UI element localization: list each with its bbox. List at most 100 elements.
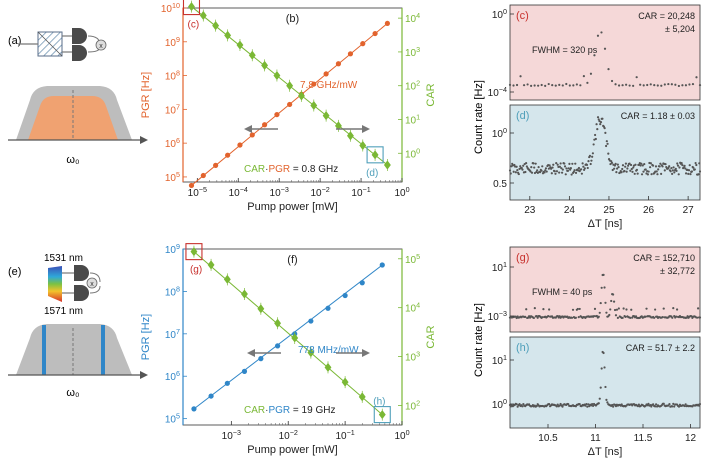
histogram-point — [630, 308, 633, 311]
histogram-point — [660, 84, 663, 87]
histogram-point — [610, 79, 614, 83]
histogram-point — [693, 168, 696, 171]
histogram-point — [601, 117, 604, 120]
histogram-point — [605, 311, 608, 314]
histogram-point — [663, 83, 666, 86]
histogram-point — [518, 403, 521, 406]
histogram-point — [582, 165, 585, 168]
box-label: (c) — [187, 20, 199, 31]
histogram-point — [692, 166, 695, 169]
histogram-point — [604, 385, 607, 389]
data-point-pgr — [258, 356, 264, 362]
histogram-point — [644, 315, 647, 318]
histogram-point — [614, 83, 617, 86]
data-point-pgr — [335, 61, 342, 67]
histogram-point — [695, 76, 698, 79]
histogram-point — [617, 307, 620, 310]
histogram-point — [570, 316, 574, 319]
histogram-point — [547, 167, 550, 170]
histogram-point — [551, 166, 554, 169]
histogram-point — [698, 84, 702, 87]
data-point-car — [324, 361, 332, 374]
histogram-point — [586, 405, 589, 408]
histogram-point — [524, 170, 527, 174]
histogram-point — [544, 84, 547, 87]
histogram-point — [525, 308, 528, 311]
y-right-tick-label: 103 — [405, 350, 420, 364]
histogram-point — [558, 165, 561, 168]
histogram-point — [567, 403, 570, 406]
car-label: CAR = 51.7 ± 2.2 — [626, 343, 695, 353]
histogram-point — [611, 403, 614, 407]
histogram-point — [683, 164, 686, 167]
histogram-point — [512, 84, 515, 87]
data-point-pgr — [360, 41, 366, 47]
histogram-point — [588, 154, 592, 158]
histogram-point — [558, 83, 561, 86]
y-left-tick-label: 108 — [165, 69, 180, 83]
histogram-point — [681, 84, 684, 87]
data-point-car — [371, 148, 379, 161]
histogram-point — [572, 84, 575, 87]
x-tick-label: 24 — [564, 205, 576, 216]
histogram-point — [590, 159, 593, 162]
detector-icon — [72, 28, 87, 44]
histogram-point — [569, 167, 572, 170]
data-point-car — [257, 302, 265, 315]
x-tick-label: 10−2 — [279, 428, 298, 442]
histogram-point — [621, 84, 624, 87]
data-point-car — [188, 0, 195, 13]
car-error: ± 5,204 — [665, 24, 695, 34]
histogram-point — [543, 171, 546, 174]
data-point-pgr — [325, 305, 331, 311]
histogram-point — [594, 137, 597, 141]
histogram-point — [662, 307, 665, 310]
histogram-point — [522, 164, 525, 167]
x-tick-label: 10−4 — [229, 185, 248, 199]
histogram-point — [591, 404, 595, 408]
histogram-point — [551, 84, 554, 87]
prism-icon — [48, 266, 62, 302]
y-right-tick-label: 102 — [405, 79, 420, 93]
histogram-point — [612, 405, 615, 408]
histogram-point — [642, 84, 645, 87]
histogram-point — [671, 169, 674, 172]
histogram-point — [522, 402, 525, 406]
histogram-point — [582, 75, 585, 78]
histogram-point — [587, 403, 590, 406]
histogram-point — [555, 405, 558, 408]
histogram-point — [545, 170, 548, 173]
x-tick-label: 10−3 — [270, 185, 289, 199]
histogram-point — [592, 315, 596, 318]
histogram-point — [670, 83, 673, 86]
histogram-point — [595, 123, 598, 126]
histogram-point — [540, 83, 543, 87]
svg-text:x: x — [99, 43, 103, 50]
histogram-point — [639, 164, 642, 167]
histogram-point — [616, 167, 619, 170]
histogram-point — [570, 173, 573, 176]
histogram-point — [558, 171, 561, 174]
y-left-tick-label: 106 — [165, 136, 180, 150]
histogram-point — [649, 162, 652, 165]
histogram-point — [575, 83, 578, 86]
histogram-point — [555, 161, 558, 165]
y-right-label: CAR — [425, 83, 437, 106]
histogram-point — [563, 165, 567, 168]
x-tick-label: 27 — [683, 205, 695, 216]
histogram-point — [508, 83, 512, 86]
histogram-point — [629, 163, 633, 167]
histogram-point — [660, 172, 663, 175]
panel-letter: (b) — [286, 13, 299, 25]
histogram-point — [609, 308, 612, 311]
data-point-car — [383, 158, 391, 171]
y-left-tick-label: 105 — [165, 412, 180, 426]
histogram-point — [641, 164, 644, 167]
y-left-tick-label: 1010 — [161, 1, 180, 15]
plot-frame — [509, 104, 701, 201]
data-point-car — [274, 317, 282, 330]
histogram-point — [576, 307, 579, 311]
highlight-box-end — [373, 406, 391, 424]
box-label: (g) — [190, 265, 202, 276]
histogram-point — [664, 163, 667, 166]
